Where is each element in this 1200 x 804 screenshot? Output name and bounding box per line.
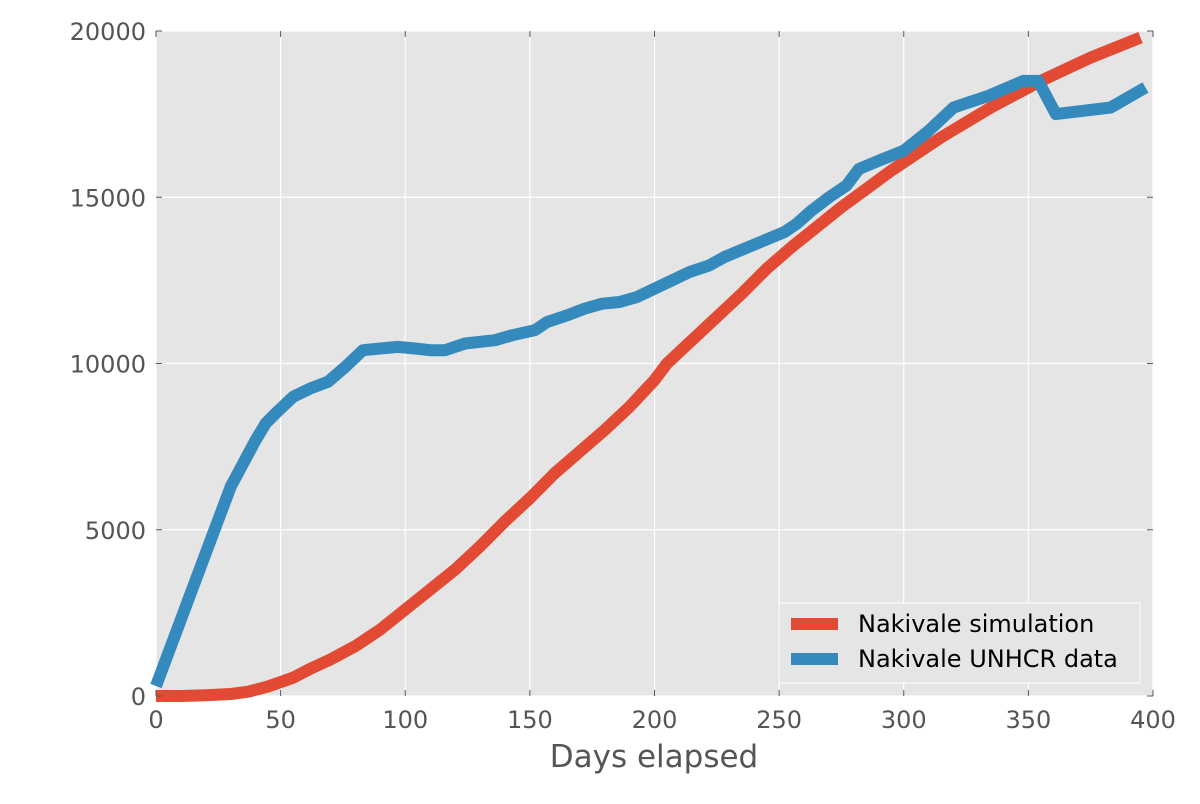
y-tick-label: 10000 bbox=[70, 351, 146, 379]
x-axis-tick-labels: 0 50 100 150 200 250 300 350 400 bbox=[148, 706, 1176, 734]
y-tick-label: 0 bbox=[131, 683, 146, 711]
y-tick-label: 15000 bbox=[70, 184, 146, 212]
x-tick-label: 350 bbox=[1005, 706, 1051, 734]
x-tick-label: 400 bbox=[1130, 706, 1176, 734]
x-tick-label: 200 bbox=[632, 706, 678, 734]
x-tick-label: 0 bbox=[148, 706, 163, 734]
legend: Nakivale simulation Nakivale UNHCR data bbox=[778, 602, 1141, 684]
x-tick-label: 150 bbox=[507, 706, 553, 734]
x-axis-label: Days elapsed bbox=[550, 739, 758, 775]
x-tick-label: 250 bbox=[756, 706, 802, 734]
series-line-unhcr-data bbox=[150, 74, 1149, 689]
axis-ticks bbox=[155, 30, 1154, 697]
y-axis-tick-labels: 0 5000 10000 15000 20000 bbox=[70, 18, 146, 711]
series-line-simulation bbox=[156, 32, 1143, 702]
series-lines bbox=[150, 32, 1149, 702]
legend-label-simulation: Nakivale simulation bbox=[858, 610, 1094, 638]
x-tick-label: 100 bbox=[382, 706, 428, 734]
y-tick-label: 5000 bbox=[85, 517, 146, 545]
x-tick-label: 300 bbox=[881, 706, 927, 734]
y-tick-label: 20000 bbox=[70, 18, 146, 46]
legend-box bbox=[778, 602, 1141, 684]
x-tick-label: 50 bbox=[265, 706, 296, 734]
legend-label-unhcr-data: Nakivale UNHCR data bbox=[858, 645, 1118, 673]
